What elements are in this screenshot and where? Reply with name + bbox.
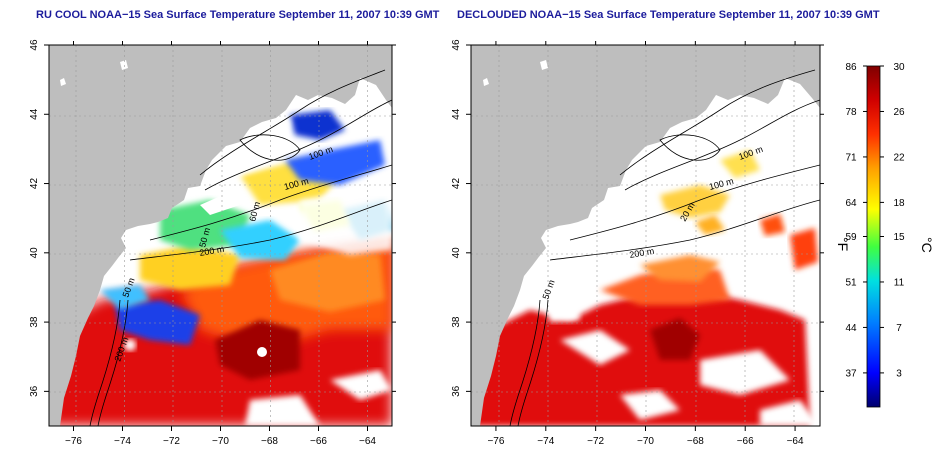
left-lat-tick-label: 42 xyxy=(29,178,40,190)
celsius-tick-label: 11 xyxy=(894,277,905,288)
left-axes: −76 −74 −72 −70 −68 −66 −64 46 44 42 40 38 36 xyxy=(29,39,396,447)
fahrenheit-axis-label: °F xyxy=(835,237,851,251)
fahrenheit-tick-label: 37 xyxy=(845,368,857,379)
celsius-tick-label: 7 xyxy=(896,323,902,334)
right-axes: −76 −74 −72 −70 −68 −66 −64 46 44 42 40 38 36 xyxy=(451,39,824,447)
right-land-mass xyxy=(471,45,820,426)
right-lon-tick-label: −66 xyxy=(737,436,754,447)
left-isobath-contours xyxy=(89,69,392,426)
right-sst-map: 100 m 100 m 200 m 20 m 50 m −76 −74 −72 −70… xyxy=(451,39,824,447)
right-lat-tick-label: 46 xyxy=(451,39,462,51)
right-grid xyxy=(471,45,820,426)
right-sst-field xyxy=(471,150,820,426)
right-lon-tick-label: −68 xyxy=(687,436,704,447)
right-lat-tick-label: 40 xyxy=(451,247,462,259)
celsius-tick-label: 26 xyxy=(893,107,905,118)
right-lon-tick-label: −64 xyxy=(787,436,804,447)
right-lat-tick-label: 42 xyxy=(451,178,462,190)
right-lon-tick-label: −70 xyxy=(637,436,654,447)
left-lon-tick-label: −76 xyxy=(65,436,82,447)
right-lat-tick-label: 36 xyxy=(451,385,462,397)
fahrenheit-tick-label: 51 xyxy=(845,277,857,288)
right-lat-tick-label: 44 xyxy=(451,108,462,120)
celsius-tick-label: 22 xyxy=(893,152,905,163)
celsius-tick-label: 30 xyxy=(893,62,905,73)
fahrenheit-tick-label: 64 xyxy=(845,198,857,209)
left-sst-map: 100 m 100 m 200 m 200 m 50 m 60 m 50 m −… xyxy=(29,39,396,447)
right-isobath-contours xyxy=(509,69,820,426)
left-lon-tick-label: −66 xyxy=(310,436,327,447)
left-lon-tick-label: −70 xyxy=(212,436,229,447)
fahrenheit-tick-label: 59 xyxy=(845,232,857,243)
fahrenheit-tick-label: 78 xyxy=(845,107,857,118)
left-lat-tick-label: 38 xyxy=(29,316,40,328)
celsius-tick-label: 15 xyxy=(893,232,905,243)
right-lat-tick-label: 38 xyxy=(451,316,462,328)
left-lon-tick-label: −72 xyxy=(163,436,180,447)
celsius-tick-label: 3 xyxy=(896,368,902,379)
right-lon-tick-label: −76 xyxy=(487,436,504,447)
left-lat-tick-label: 44 xyxy=(29,108,40,120)
right-map-title: DECLOUDED NOAA−15 Sea Surface Temperatur… xyxy=(457,9,880,21)
fahrenheit-tick-label: 44 xyxy=(845,323,857,334)
right-lon-tick-label: −72 xyxy=(587,436,604,447)
left-map-title: RU COOL NOAA−15 Sea Surface Temperature … xyxy=(36,9,440,21)
left-lon-tick-label: −74 xyxy=(114,436,131,447)
right-lon-tick-label: −74 xyxy=(537,436,554,447)
fahrenheit-tick-label: 71 xyxy=(845,152,857,163)
left-grid xyxy=(49,45,392,426)
left-sst-field xyxy=(49,110,392,426)
celsius-axis-label: °C xyxy=(919,237,935,253)
left-lon-tick-label: −68 xyxy=(261,436,278,447)
colorbar-ticks: 30 86 26 78 22 71 18 64 15 59 11 51 7 44 3 37 xyxy=(845,62,905,379)
temperature-colorbar: 30 86 26 78 22 71 18 64 15 59 11 51 7 44 3 37 °F °C xyxy=(835,62,935,408)
left-lon-tick-label: −64 xyxy=(359,436,376,447)
left-lat-tick-label: 36 xyxy=(29,385,40,397)
celsius-tick-label: 18 xyxy=(893,198,905,209)
left-lat-tick-label: 46 xyxy=(29,39,40,51)
left-lat-tick-label: 40 xyxy=(29,247,40,259)
right-isobath-label-3: 200 m xyxy=(629,246,655,260)
left-isobath-label-3: 200 m xyxy=(199,244,225,258)
left-land-mass xyxy=(49,45,392,426)
colorbar-gradient xyxy=(866,65,881,408)
fahrenheit-tick-label: 86 xyxy=(845,62,857,73)
